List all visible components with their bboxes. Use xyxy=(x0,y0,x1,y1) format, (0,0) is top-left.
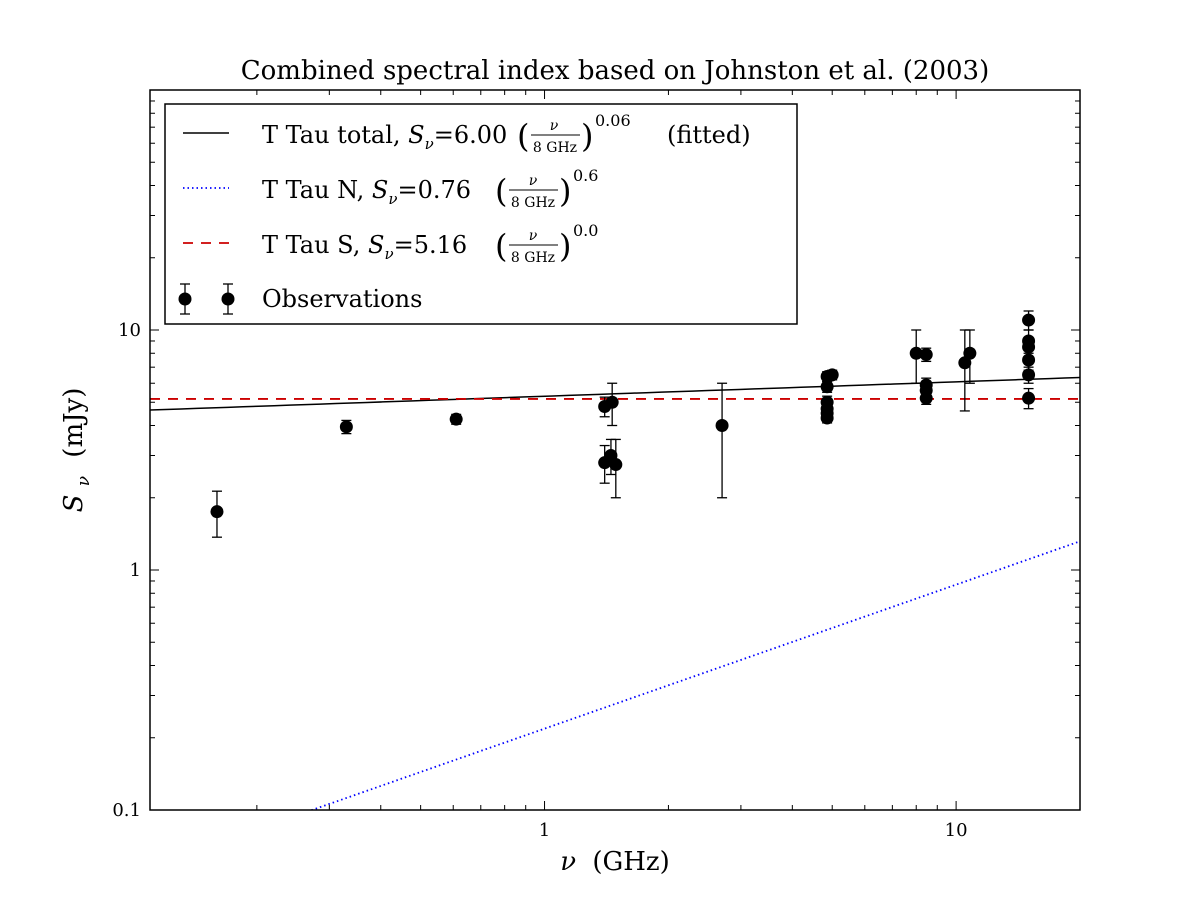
legend-swatch-observations xyxy=(178,283,235,315)
legend-entry-total: T Tau total, Sν=6.00 xyxy=(262,121,507,153)
legend-suffix-total: (fitted) xyxy=(667,121,751,149)
y-tick-label-0: 0.1 xyxy=(112,800,141,821)
marker xyxy=(909,346,923,360)
y-axis-sub: ν xyxy=(74,476,94,486)
legend-frac-den-north: 8 GHz xyxy=(511,195,555,211)
marker xyxy=(210,505,224,519)
points-layer xyxy=(210,310,1036,538)
x-axis-var: ν xyxy=(560,847,576,877)
plot-frame xyxy=(149,89,1081,811)
x-tick-label-1: 10 xyxy=(945,820,968,841)
y-tick-label-2: 10 xyxy=(118,320,141,341)
legend-exp-north: 0.6 xyxy=(573,166,598,185)
marker xyxy=(1022,391,1036,405)
legend-paren-close-south: ) xyxy=(559,227,571,265)
marker xyxy=(1022,368,1036,382)
legend-frame xyxy=(164,103,798,325)
legend-frac-num-total: ν xyxy=(550,118,559,134)
legend-paren-open-total: ( xyxy=(517,117,529,155)
y-axis-unit: (mJy) xyxy=(59,388,89,458)
y-tick-label-1: 1 xyxy=(130,560,141,581)
legend-frac-den-total: 8 GHz xyxy=(533,140,577,156)
marker xyxy=(449,412,463,426)
marker xyxy=(820,380,834,394)
data-point-1 xyxy=(339,419,353,435)
legend-exp-south: 0.0 xyxy=(573,221,598,240)
data-point-16 xyxy=(909,329,923,384)
data-point-10 xyxy=(820,380,834,394)
legend-entry-south: T Tau S, Sν=5.16 xyxy=(262,231,467,263)
data-point-17 xyxy=(919,347,933,363)
marker xyxy=(919,391,933,405)
data-point-27 xyxy=(1022,366,1036,384)
marker xyxy=(963,346,977,360)
marker xyxy=(339,420,353,434)
x-axis-unit: (GHz) xyxy=(592,847,669,877)
data-point-22 xyxy=(963,329,977,384)
data-point-15 xyxy=(825,368,839,382)
data-point-28 xyxy=(1022,387,1036,410)
marker xyxy=(609,458,623,472)
data-point-6 xyxy=(605,382,619,427)
legend-entry-north: T Tau N, Sν=0.76 xyxy=(262,176,471,208)
series-line-1 xyxy=(309,540,1080,810)
data-point-0 xyxy=(210,490,224,538)
legend-paren-close-total: ) xyxy=(581,117,593,155)
legend-frac-num-south: ν xyxy=(529,228,538,244)
data-point-21 xyxy=(958,329,972,412)
legend-frac-den-south: 8 GHz xyxy=(511,250,555,266)
marker xyxy=(715,419,729,433)
legend-frac-num-north: ν xyxy=(529,173,538,189)
legend-entry-observations: Observations xyxy=(262,285,422,313)
x-axis-label: ν (GHz) xyxy=(560,847,670,877)
marker xyxy=(605,395,619,409)
data-point-2 xyxy=(449,412,463,426)
marker xyxy=(1022,353,1036,367)
legend-paren-close-north: ) xyxy=(559,172,571,210)
marker xyxy=(919,348,933,362)
ticks-layer: 1 10 0.1 1 10 xyxy=(112,90,1081,841)
legend-exp-total: 0.06 xyxy=(595,111,631,130)
marker xyxy=(825,368,839,382)
marker xyxy=(820,411,834,425)
chart-title: Combined spectral index based on Johnsto… xyxy=(241,56,989,86)
legend-paren-open-north: ( xyxy=(495,172,507,210)
data-point-23 xyxy=(1022,310,1036,331)
x-tick-label-0: 1 xyxy=(539,820,550,841)
data-point-20 xyxy=(919,391,933,406)
marker xyxy=(958,356,972,370)
legend: T Tau total, Sν=6.00 ( ν 8 GHz ) 0.06 (f… xyxy=(164,103,798,325)
data-point-14 xyxy=(820,411,834,425)
y-axis-var: S xyxy=(59,495,89,513)
legend-paren-open-south: ( xyxy=(495,227,507,265)
y-axis-label: S ν (mJy) xyxy=(59,388,96,513)
marker xyxy=(1022,313,1036,327)
data-point-7 xyxy=(609,438,623,499)
data-point-8 xyxy=(715,382,729,499)
